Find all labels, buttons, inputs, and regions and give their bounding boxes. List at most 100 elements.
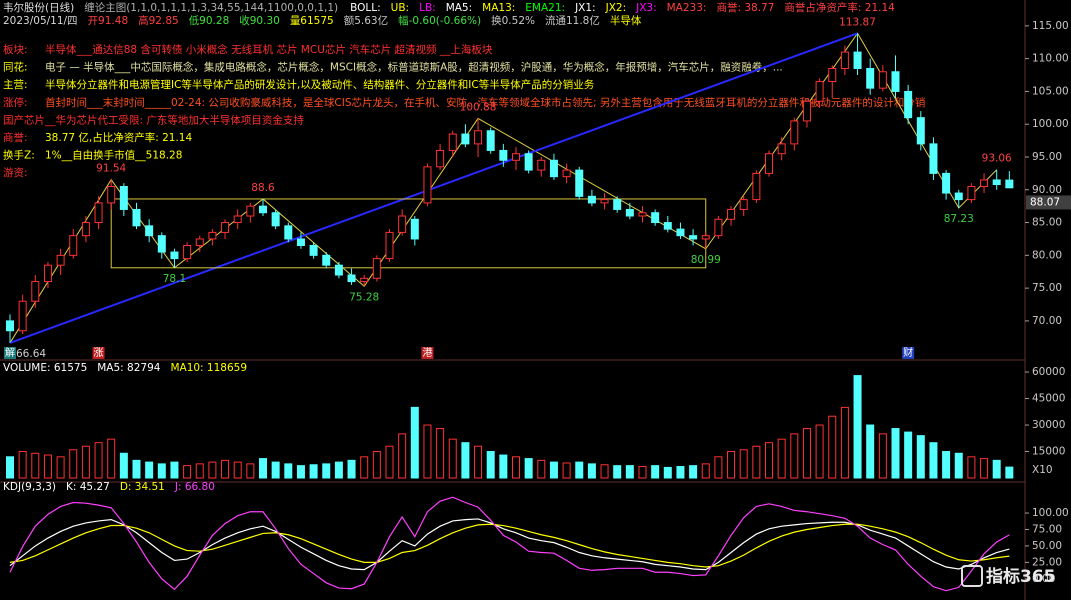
candle-body bbox=[942, 172, 951, 194]
volume-bar bbox=[385, 445, 394, 479]
price-marker-label: 88.07 bbox=[1030, 196, 1060, 208]
candle-body bbox=[233, 215, 242, 224]
y-tick-label: 0.00 bbox=[1032, 573, 1055, 585]
candle-body bbox=[94, 202, 103, 224]
info-label: 换手Z: bbox=[3, 149, 35, 162]
candle-body bbox=[18, 300, 27, 332]
y-tick-label: 80.00 bbox=[1032, 249, 1062, 261]
volume-bar bbox=[714, 456, 723, 479]
candle-body bbox=[929, 143, 938, 174]
info-text: 半导体分立器件和电源管理IC等半导体产品的研发设计,以及被动件、结构器件、分立器… bbox=[45, 78, 595, 91]
volume-bar bbox=[56, 456, 65, 479]
volume-bar bbox=[195, 463, 204, 479]
event-marker-label: 涨 bbox=[94, 347, 104, 359]
candle-body bbox=[840, 51, 849, 69]
header-item: MA10: 118659 bbox=[170, 362, 247, 374]
volume-bar bbox=[499, 454, 508, 479]
volume-bar bbox=[954, 452, 963, 479]
header-item: UB: bbox=[391, 2, 409, 14]
info-text: 38.77 亿,占比净资产率: 21.14 bbox=[45, 131, 192, 144]
volume-bar bbox=[132, 459, 141, 479]
volume-bar bbox=[233, 461, 242, 479]
y-tick-label: 90.00 bbox=[1032, 184, 1062, 196]
y-tick-label: 15000 bbox=[1032, 446, 1065, 458]
candle-body bbox=[221, 222, 230, 233]
candle-body bbox=[575, 169, 584, 197]
volume-bar bbox=[587, 463, 596, 479]
info-text: 首封时间___末封时间_____02-24: 公司收购豪威科技，是全球CIS芯片… bbox=[45, 96, 925, 109]
header-item: LB: bbox=[419, 2, 436, 14]
volume-bar bbox=[802, 428, 811, 479]
volume-bar bbox=[410, 406, 419, 479]
volume-bar bbox=[992, 459, 1001, 479]
volume-bar bbox=[765, 442, 773, 479]
header-item: D: 34.51 bbox=[120, 481, 165, 493]
volume-bar bbox=[739, 449, 748, 479]
logo: 指标365 bbox=[961, 565, 1056, 587]
candle-body bbox=[689, 235, 698, 240]
candle-body bbox=[537, 159, 546, 171]
volume-bar bbox=[284, 463, 293, 479]
header-item: MA13: bbox=[482, 2, 515, 14]
candle-body bbox=[891, 71, 900, 92]
event-marker bbox=[4, 347, 16, 359]
candle-body bbox=[43, 264, 52, 283]
volume-bar bbox=[866, 424, 875, 479]
event-marker bbox=[421, 347, 434, 359]
candle-body bbox=[107, 186, 116, 204]
header-item: 流通11.8亿 bbox=[545, 14, 600, 27]
volume-bar bbox=[18, 451, 27, 479]
volume-bar bbox=[296, 465, 305, 479]
candle-body bbox=[145, 225, 154, 237]
volume-bar bbox=[448, 438, 457, 479]
candle-body bbox=[284, 225, 293, 240]
event-marker-label: 港 bbox=[422, 347, 432, 359]
candle-body bbox=[334, 264, 343, 276]
y-tick-label: 95.00 bbox=[1032, 151, 1062, 163]
candle-body bbox=[967, 186, 976, 201]
info-label: 主营: bbox=[3, 78, 28, 91]
volume-bar bbox=[221, 459, 230, 479]
event-marker-label: 解 bbox=[5, 346, 15, 359]
candle-body bbox=[663, 222, 672, 230]
volume-bar bbox=[334, 461, 343, 479]
y-tick-label: 100.00 bbox=[1032, 118, 1069, 130]
volume-bar bbox=[777, 438, 786, 479]
candle-body bbox=[119, 186, 128, 210]
header-item: JX3: bbox=[635, 2, 657, 14]
header-item: MA5: 82794 bbox=[97, 362, 161, 374]
volume-bar bbox=[423, 424, 432, 479]
y-tick-label: 100.00 bbox=[1032, 507, 1069, 519]
volume-bar bbox=[486, 451, 495, 479]
volume-bar bbox=[259, 458, 267, 479]
y-tick-label: 25.00 bbox=[1032, 556, 1062, 568]
volume-bar bbox=[183, 465, 192, 479]
volume-bar bbox=[372, 451, 381, 479]
trend-line bbox=[9, 32, 858, 344]
candle-body bbox=[587, 195, 596, 204]
y-tick-label: 85.00 bbox=[1032, 217, 1062, 229]
volume-bar bbox=[790, 433, 799, 479]
y-tick-label: 75.00 bbox=[1032, 523, 1062, 535]
y-tick-label: 70.00 bbox=[1032, 315, 1062, 327]
candle-body bbox=[853, 51, 862, 69]
info-text: 电子 — 半导体___中芯国际概念，集成电路概念，芯片概念，MSCI概念，标普道… bbox=[45, 61, 783, 74]
header-item: EMA21: bbox=[525, 2, 565, 14]
candle-body bbox=[638, 212, 647, 217]
candle-body bbox=[752, 172, 761, 201]
volume-bar bbox=[271, 461, 280, 479]
candle-body bbox=[524, 153, 533, 171]
candle-body bbox=[613, 199, 622, 210]
volume-bar bbox=[512, 456, 520, 479]
logo-icon bbox=[961, 565, 983, 587]
header-item: VOLUME: 61575 bbox=[3, 362, 87, 374]
volume-bar bbox=[246, 463, 255, 479]
candle-body bbox=[802, 100, 811, 122]
pivot-label: 93.06 bbox=[982, 153, 1012, 165]
candle-body bbox=[347, 274, 356, 283]
candle-body bbox=[246, 205, 255, 217]
candle-body bbox=[992, 179, 1001, 186]
candle-body bbox=[461, 133, 470, 145]
volume-bar bbox=[157, 463, 166, 479]
